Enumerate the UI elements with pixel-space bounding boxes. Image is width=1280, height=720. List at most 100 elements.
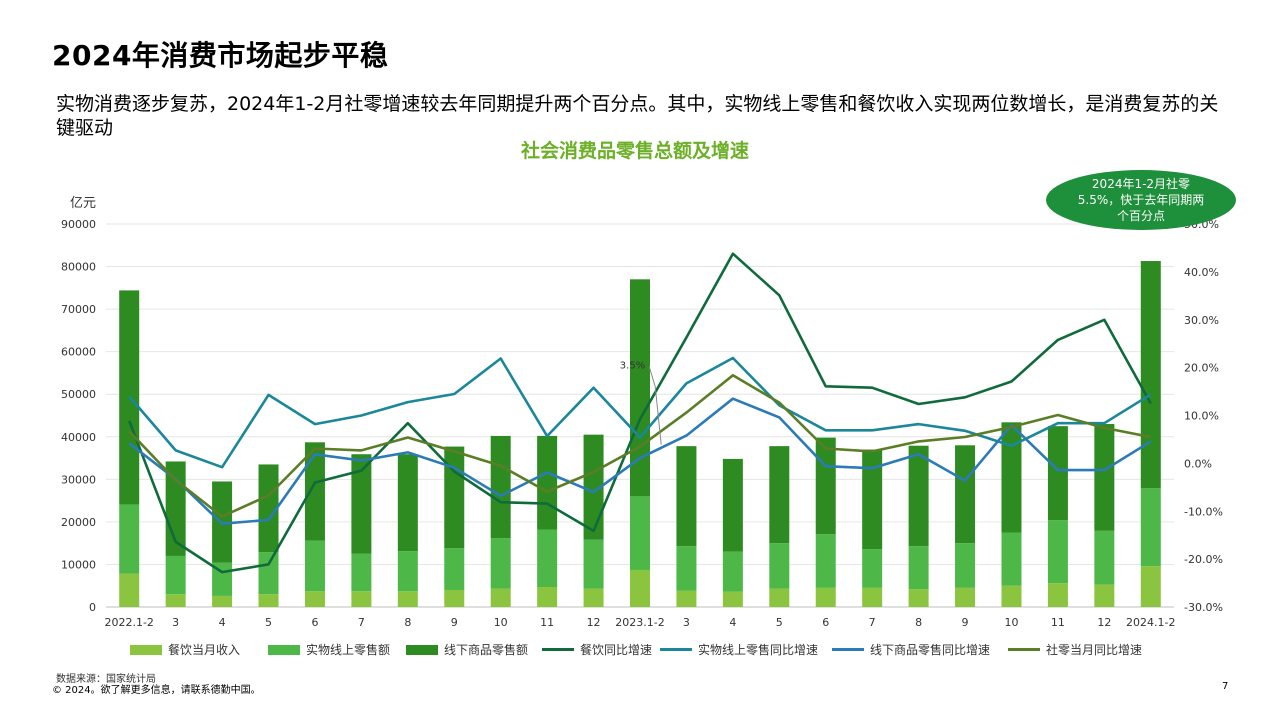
y2-tick-label: -20.0% bbox=[1184, 553, 1223, 566]
x-tick-label: 4 bbox=[729, 616, 736, 629]
bar-online bbox=[955, 543, 976, 588]
bar-dining bbox=[490, 588, 511, 607]
x-tick-label: 2024.1-2 bbox=[1126, 616, 1175, 629]
y-tick-label: 80000 bbox=[61, 261, 96, 274]
bar-offline bbox=[722, 458, 743, 552]
x-tick-label: 7 bbox=[869, 616, 876, 629]
x-tick-label: 6 bbox=[822, 616, 829, 629]
bar-offline bbox=[815, 437, 836, 535]
bar-online bbox=[862, 549, 883, 588]
bar-offline bbox=[908, 445, 929, 547]
bar-offline bbox=[769, 446, 790, 544]
bar-dining bbox=[630, 569, 650, 607]
series-line-offline-growth bbox=[128, 397, 1152, 526]
bar-offline bbox=[862, 449, 883, 550]
bar-offline bbox=[1047, 426, 1068, 521]
bar-online bbox=[1094, 530, 1115, 585]
x-tick-label: 12 bbox=[587, 616, 601, 629]
bar-offline bbox=[258, 464, 279, 553]
legend-swatch bbox=[130, 644, 162, 655]
callout-bubble: 2024年1-2月社零5.5%，快于去年同期两个百分点 bbox=[1046, 170, 1236, 230]
legend-label: 实物线上零售额 bbox=[306, 643, 391, 657]
bar-offline bbox=[1094, 424, 1115, 531]
bar-dining bbox=[1047, 583, 1068, 607]
legend-item-total-growth: 社零当月同比增速 bbox=[1008, 641, 1142, 658]
x-tick-label: 6 bbox=[311, 616, 318, 629]
bar-online bbox=[119, 504, 140, 574]
bar-offline bbox=[397, 454, 418, 552]
bar-online bbox=[722, 551, 743, 592]
bar-online bbox=[583, 539, 604, 589]
x-tick-label: 3 bbox=[172, 616, 179, 629]
y2-tick-label: 10.0% bbox=[1184, 410, 1219, 423]
bar-dining bbox=[583, 588, 604, 607]
legend-item-online-retail: 实物线上零售额 bbox=[268, 641, 390, 658]
data-source: 数据来源：国家统计局 bbox=[56, 674, 156, 685]
bar-online bbox=[165, 555, 186, 595]
bar-dining bbox=[444, 589, 465, 607]
series-line-dining-growth bbox=[127, 252, 1152, 574]
bar-online bbox=[490, 538, 511, 589]
copyright: © 2024。欲了解更多信息，请联系德勤中国。 bbox=[52, 685, 261, 696]
bar-dining bbox=[862, 587, 883, 607]
x-tick-label: 9 bbox=[451, 616, 458, 629]
annotation-label: 3.5% bbox=[620, 361, 645, 372]
y2-tick-label: 20.0% bbox=[1184, 362, 1219, 375]
bar-dining bbox=[165, 594, 186, 607]
bar-online bbox=[304, 540, 325, 592]
bar-dining bbox=[769, 588, 790, 607]
bar-dining bbox=[304, 591, 325, 607]
bar-dining bbox=[1001, 585, 1022, 607]
x-tick-label: 8 bbox=[915, 616, 922, 629]
x-tick-label: 2023.1-2 bbox=[615, 616, 664, 629]
y2-tick-label: 30.0% bbox=[1184, 314, 1219, 327]
bar-dining bbox=[1094, 584, 1115, 607]
bar-offline bbox=[955, 445, 976, 544]
bar-dining bbox=[119, 573, 140, 607]
chart-title: 社会消费品零售总额及增速 bbox=[520, 140, 749, 162]
bar-online bbox=[1047, 520, 1068, 584]
bar-online bbox=[815, 534, 836, 588]
legend-swatch bbox=[832, 648, 864, 651]
legend-swatch bbox=[542, 648, 574, 651]
legend-swatch bbox=[660, 648, 692, 651]
bar-online bbox=[908, 546, 929, 590]
bar-dining bbox=[955, 587, 976, 607]
series-line-total-growth bbox=[128, 373, 1152, 518]
bar-dining bbox=[537, 586, 558, 607]
legend-item-offline-growth: 线下商品零售同比增速 bbox=[832, 641, 990, 658]
legend-swatch bbox=[406, 644, 438, 655]
y-tick-label: 60000 bbox=[61, 346, 96, 359]
bar-dining bbox=[722, 591, 743, 607]
x-tick-label: 5 bbox=[776, 616, 783, 629]
bar-online bbox=[444, 548, 465, 590]
y2-tick-label: 40.0% bbox=[1184, 266, 1219, 279]
bar-online bbox=[1001, 532, 1022, 586]
legend-item-online-growth: 实物线上零售同比增速 bbox=[660, 641, 818, 658]
legend-item-offline-retail: 线下商品零售额 bbox=[406, 641, 528, 658]
legend-swatch bbox=[1008, 648, 1040, 651]
bar-offline bbox=[351, 454, 372, 554]
x-tick-label: 9 bbox=[962, 616, 969, 629]
y-tick-label: 70000 bbox=[61, 303, 96, 316]
bar-online bbox=[769, 543, 790, 589]
x-tick-label: 12 bbox=[1097, 616, 1111, 629]
legend-label: 社零当月同比增速 bbox=[1046, 643, 1143, 657]
x-tick-label: 4 bbox=[219, 616, 226, 629]
legend-label: 线下商品零售额 bbox=[444, 643, 529, 657]
y2-tick-label: -30.0% bbox=[1184, 601, 1223, 614]
bar-offline bbox=[490, 435, 511, 539]
bar-offline bbox=[583, 434, 604, 540]
y2-tick-label: -10.0% bbox=[1184, 505, 1223, 518]
page-title: 2024年消费市场起步平稳 bbox=[52, 39, 389, 72]
bar-offline bbox=[1001, 422, 1022, 533]
callout-text: 2024年1-2月社零5.5%，快于去年同期两个百分点 bbox=[1077, 177, 1205, 223]
legend-label: 餐饮同比增速 bbox=[580, 643, 653, 657]
series-line-online-growth bbox=[128, 356, 1152, 469]
legend-item-dining-revenue: 餐饮当月收入 bbox=[130, 641, 240, 658]
bar-offline bbox=[537, 435, 558, 530]
bar-online bbox=[258, 552, 279, 595]
x-tick-label: 3 bbox=[683, 616, 690, 629]
x-tick-label: 10 bbox=[1004, 616, 1018, 629]
legend-label: 实物线上零售同比增速 bbox=[698, 643, 819, 657]
